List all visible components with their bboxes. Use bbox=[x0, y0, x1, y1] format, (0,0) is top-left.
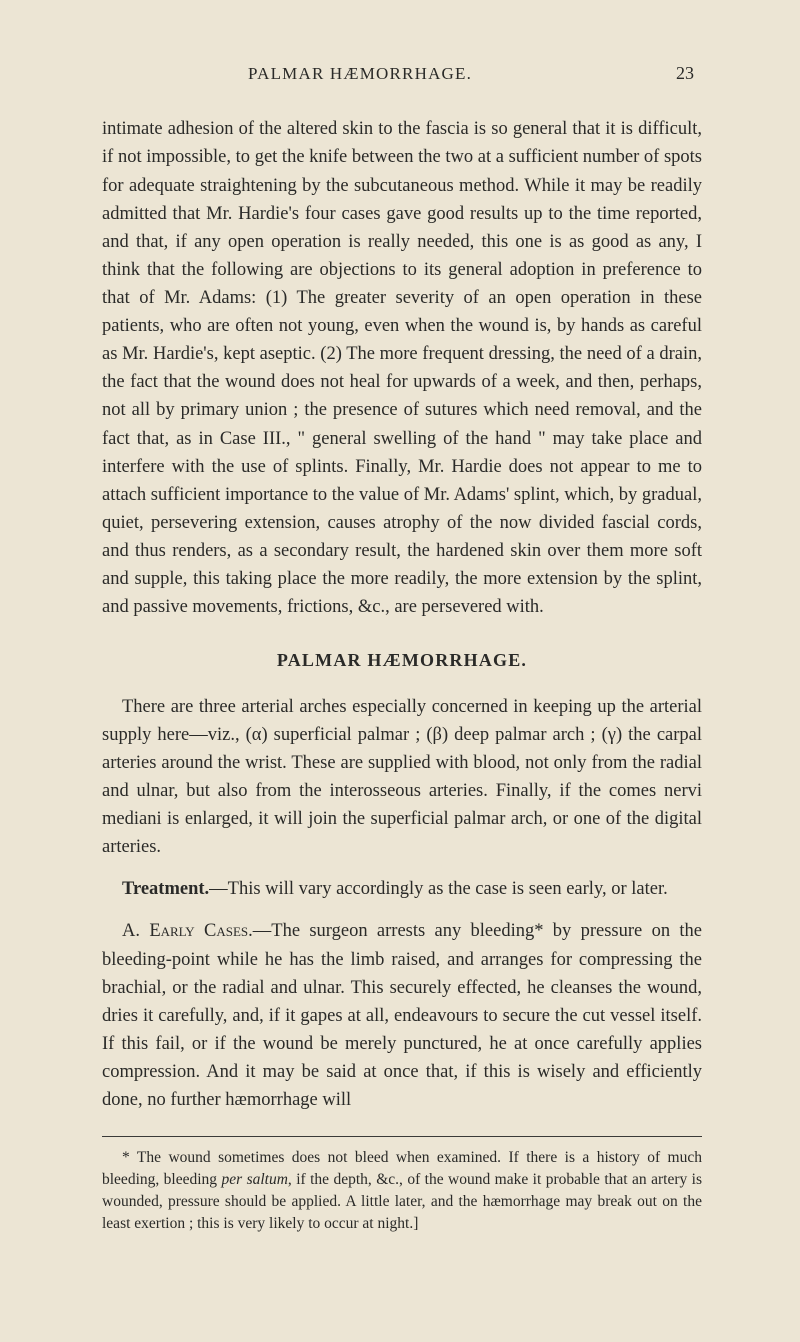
continuation-paragraph: intimate adhesion of the altered skin to… bbox=[102, 115, 702, 621]
early-cases-paragraph: A. Early Cases.—The surgeon arrests any … bbox=[102, 917, 702, 1114]
running-title: PALMAR HÆMORRHAGE. bbox=[248, 61, 472, 87]
footnote-marker: * bbox=[122, 1149, 130, 1166]
treatment-paragraph: Treatment.—This will vary accordingly as… bbox=[102, 875, 702, 903]
early-label-a: A. bbox=[122, 921, 149, 941]
early-body: —The surgeon arrests any bleeding* by pr… bbox=[102, 921, 702, 1110]
page-header: PALMAR HÆMORRHAGE. 23 bbox=[102, 60, 702, 87]
page-number: 23 bbox=[676, 60, 694, 87]
footnote-italic: per saltum bbox=[221, 1171, 287, 1188]
footnote-divider bbox=[102, 1136, 702, 1137]
treatment-body: —This will vary accordingly as the case … bbox=[209, 879, 668, 899]
section-heading: PALMAR HÆMORRHAGE. bbox=[102, 647, 702, 674]
footnote: * The wound sometimes does not bleed whe… bbox=[102, 1147, 702, 1235]
treatment-run-in: Treatment. bbox=[122, 879, 209, 899]
early-label-caps: Early Cases. bbox=[149, 921, 252, 941]
anatomy-paragraph: There are three arterial arches especial… bbox=[102, 693, 702, 862]
